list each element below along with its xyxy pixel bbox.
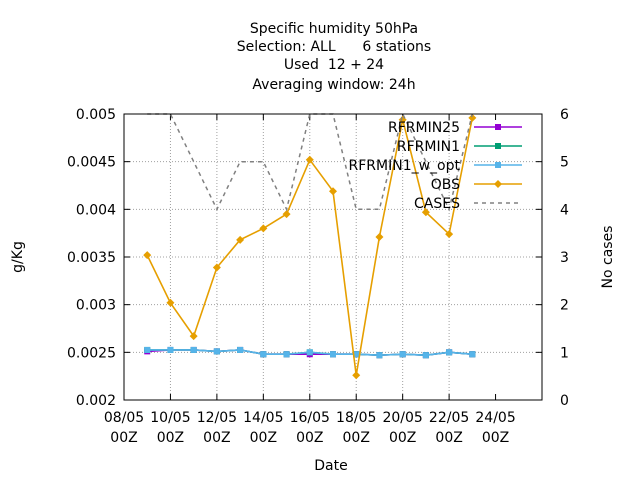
legend: RFRMIN25 RFRMIN1 RFRMIN1_w_opt OBS CASES [349,120,522,212]
data-point-rfrmin1-w-opt [469,351,476,358]
y-tick-label: 0.0045 [67,155,116,171]
y2-tick-label: 6 [560,107,569,123]
series-line-cases [147,111,474,212]
data-point-obs [189,332,198,341]
x-tick-label-time: 00Z [482,430,509,446]
y2-tick-label: 0 [560,393,569,409]
title-line-1: Specific humidity 50hPa [250,21,418,37]
x-tick-label-time: 00Z [157,430,184,446]
x-tick-label: 08/05 [104,410,144,426]
y2-axis-label: No cases [600,226,616,289]
y-tick-label: 0.0035 [67,250,116,266]
data-point-obs [329,187,337,196]
legend-label-rfrmin25: RFRMIN25 [388,120,460,136]
data-point-rfrmin1-w-opt [376,352,383,359]
x-tick-label: 14/05 [243,410,283,426]
legend-label-rfrmin1-w-opt: RFRMIN1_w_opt [349,158,461,174]
y-tick-label: 0.003 [76,298,116,314]
x-tick-label-time: 00Z [110,430,137,446]
plot-frame [123,113,543,401]
x-tick-label: 18/05 [336,410,376,426]
data-point-rfrmin1-w-opt [399,351,406,358]
data-point-rfrmin1-w-opt [144,346,151,353]
x-tick-label-time: 00Z [203,430,230,446]
x-tick-label: 16/05 [290,410,330,426]
axes: 0.002 0.0025 0.003 0.0035 0.004 0.0045 0.005 0 1… [67,107,569,446]
data-point-obs [468,113,477,122]
data-point-rfrmin1-w-opt [330,351,336,358]
x-tick-label: 24/05 [475,410,515,426]
y2-tick-label: 2 [560,298,569,314]
x-tick-label-time: 00Z [343,430,370,446]
y2-tick-label: 3 [560,250,569,266]
legend-marker-rfrmin1-w-opt [495,162,501,168]
data-point-rfrmin1-w-opt [353,351,360,358]
x-tick-label-time: 00Z [296,430,323,446]
y2-tick-label: 1 [560,345,569,361]
y-tick-label: 0.005 [76,107,116,123]
data-point-rfrmin1-w-opt [422,352,429,359]
legend-label-cases: CASES [414,196,460,212]
x-tick-label: 12/05 [197,410,237,426]
data-point-obs [305,155,314,164]
data-point-obs [166,298,175,307]
data-point-rfrmin1-w-opt [260,351,267,358]
x-tick-label: 22/05 [429,410,469,426]
data-point-obs [236,235,245,244]
x-axis-label: Date [314,458,347,474]
x-tick-label-time: 00Z [435,430,462,446]
title-line-2: Selection: ALL 6 stations [237,39,431,55]
data-point-rfrmin1-w-opt [190,346,197,353]
x-tick-label: 20/05 [382,410,422,426]
data-point-rfrmin1-w-opt [237,346,244,353]
y-tick-label: 0.004 [76,202,116,218]
y-tick-label: 0.002 [76,393,116,409]
data-point-obs [259,224,268,233]
chart-title: Specific humidity 50hPa Selection: ALL 6… [237,21,431,93]
y2-tick-label: 5 [560,155,569,171]
legend-marker-rfrmin1 [495,143,501,149]
legend-label-rfrmin1: RFRMIN1 [397,139,460,155]
data-point-obs [445,230,454,239]
data-point-obs [375,232,384,241]
data-point-rfrmin1-w-opt [446,349,453,356]
legend-marker-obs [494,180,502,188]
x-tick-label-time: 00Z [250,430,277,446]
y-tick-label: 0.0025 [67,345,116,361]
y2-tick-label: 4 [560,202,569,218]
legend-marker-rfrmin25 [495,124,501,130]
data-point-rfrmin1-w-opt [167,346,174,353]
x-tick-label-time: 00Z [389,430,416,446]
data-point-rfrmin1-w-opt [283,351,290,358]
data-point-obs [143,251,152,260]
x-tick-label: 10/05 [150,410,190,426]
data-point-obs [282,210,291,219]
data-point-rfrmin1-w-opt [213,348,220,355]
data-point-obs [212,263,221,272]
series-layer [143,111,477,380]
data-point-obs [421,208,430,217]
y-axis-label: g/Kg [10,241,26,273]
data-point-obs [352,371,361,380]
legend-label-obs: OBS [431,177,460,193]
data-point-rfrmin1-w-opt [306,349,313,356]
title-line-3: Used 12 + 24 [284,57,384,73]
title-line-4: Averaging window: 24h [252,77,415,93]
